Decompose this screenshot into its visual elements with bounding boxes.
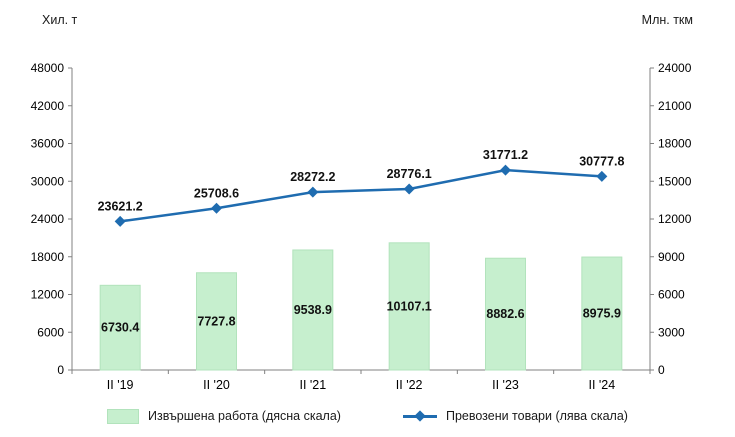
- line-swatch: [402, 409, 437, 422]
- x-axis-label: II '23: [492, 378, 519, 392]
- legend-item-line: Превозени товари (лява скала): [402, 409, 628, 423]
- left-axis-tick-label: 6000: [37, 325, 64, 339]
- left-axis-tick-label: 30000: [31, 174, 65, 188]
- bar-value-label: 10107.1: [387, 299, 432, 313]
- line-value-label: 23621.2: [98, 199, 143, 213]
- left-axis-tick-label: 36000: [31, 137, 65, 151]
- bar: [388, 242, 430, 371]
- left-axis-tick-label: 42000: [31, 99, 65, 113]
- line-marker: [114, 215, 126, 227]
- bar-swatch: [107, 408, 140, 424]
- x-axis-label: II '20: [203, 378, 230, 392]
- x-axis-label: II '24: [588, 378, 615, 392]
- x-axis-label: II '21: [299, 378, 326, 392]
- line-marker: [596, 170, 608, 182]
- left-axis-tick-label: 18000: [31, 250, 65, 264]
- left-axis-tick-label: 12000: [31, 288, 65, 302]
- right-axis-tick-label: 3000: [658, 325, 685, 339]
- bar: [99, 284, 141, 371]
- right-axis-title: Млн. ткм: [641, 13, 693, 27]
- x-axis-label: II '19: [107, 378, 134, 392]
- line-marker: [403, 183, 415, 195]
- line-value-label: 31771.2: [483, 148, 528, 162]
- line-series: [119, 168, 602, 223]
- bar-value-label: 7727.8: [197, 314, 235, 328]
- right-axis-tick-label: 15000: [658, 174, 692, 188]
- line-value-label: 28776.1: [387, 167, 432, 181]
- legend-label-line: Превозени товари (лява скала): [445, 409, 628, 423]
- line-value-label: 30777.8: [579, 154, 624, 168]
- right-axis-tick-label: 21000: [658, 99, 692, 113]
- left-axis-tick-label: 0: [57, 363, 64, 377]
- diamond-marker-icon: [414, 409, 426, 422]
- line-marker: [211, 202, 222, 214]
- line-value-label: 28272.2: [290, 170, 335, 184]
- left-axis-tick-label: 48000: [31, 61, 65, 75]
- right-axis-tick-label: 18000: [658, 137, 692, 151]
- plot-area: 0600012000180002400030000360004200048000…: [31, 61, 692, 392]
- right-axis-tick-label: 24000: [658, 61, 692, 75]
- bar: [196, 272, 237, 371]
- right-axis-tick-label: 6000: [658, 288, 685, 302]
- bar: [485, 257, 526, 371]
- legend-label-bar: Извършена работа (дясна скала): [148, 409, 341, 423]
- bar-value-label: 8882.6: [486, 307, 524, 321]
- line-marker: [307, 186, 319, 198]
- bar-value-label: 9538.9: [294, 303, 332, 317]
- right-axis-tick-label: 12000: [658, 212, 692, 226]
- bar: [581, 256, 623, 371]
- left-axis-title: Хил. т: [42, 13, 78, 27]
- bar-value-label: 8975.9: [583, 307, 621, 321]
- line-marker: [500, 164, 511, 176]
- bar-value-label: 6730.4: [101, 321, 139, 335]
- bar: [292, 249, 334, 371]
- line-value-label: 25708.6: [194, 186, 239, 200]
- legend: Извършена работа (дясна скала) Превозени…: [0, 400, 735, 432]
- legend-item-bar: Извършена работа (дясна скала): [107, 408, 341, 424]
- right-axis-tick-label: 9000: [658, 250, 685, 264]
- left-axis-tick-label: 24000: [31, 212, 65, 226]
- x-axis-label: II '22: [396, 378, 423, 392]
- right-axis-tick-label: 0: [658, 363, 665, 377]
